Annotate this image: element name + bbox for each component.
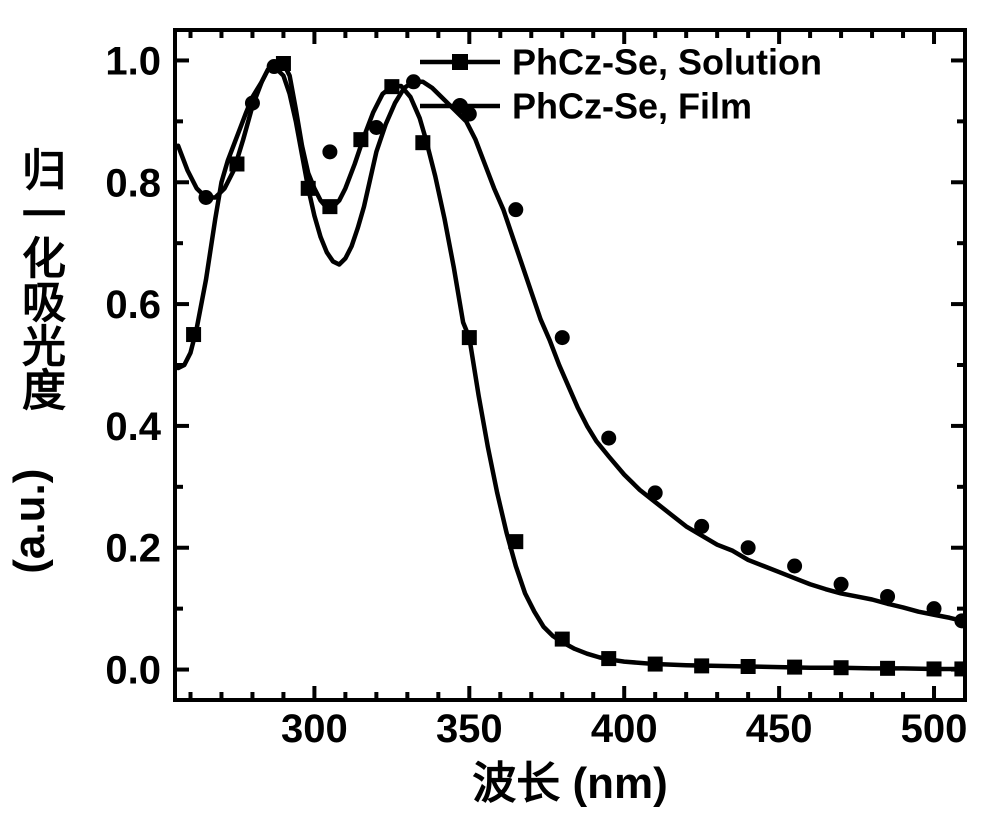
x-tick-label: 400 <box>591 707 658 751</box>
marker-circle <box>267 59 282 74</box>
svg-text:化: 化 <box>22 235 66 284</box>
marker-square <box>787 660 802 675</box>
marker-circle <box>927 601 942 616</box>
legend-marker-circle <box>452 98 468 114</box>
marker-circle <box>245 96 260 111</box>
marker-square <box>927 661 942 676</box>
marker-circle <box>834 577 849 592</box>
marker-circle <box>601 431 616 446</box>
marker-square <box>555 632 570 647</box>
y-tick-label: 1.0 <box>105 39 161 83</box>
marker-square <box>353 132 368 147</box>
marker-square <box>384 79 399 94</box>
chart-container: 300 350 400 450 500 0.0 0.2 0.4 0.6 0.8 1.0 波长 (nm)… <box>0 0 1000 814</box>
svg-text:度: 度 <box>22 367 66 416</box>
y-tick-label: 0.8 <box>105 161 161 205</box>
svg-text:光: 光 <box>22 323 66 372</box>
marker-circle <box>406 74 421 89</box>
marker-square <box>415 135 430 150</box>
marker-square <box>741 659 756 674</box>
marker-square <box>694 658 709 673</box>
marker-circle <box>694 519 709 534</box>
marker-circle <box>741 540 756 555</box>
marker-square <box>186 327 201 342</box>
legend-label: PhCz-Se, Film <box>512 86 752 127</box>
marker-square <box>648 657 663 672</box>
marker-circle <box>555 330 570 345</box>
y-tick-label: 0.4 <box>105 405 161 449</box>
svg-text:(a.u.): (a.u.) <box>5 469 54 574</box>
chart-svg: 300 350 400 450 500 0.0 0.2 0.4 0.6 0.8 1.0 波长 (nm)… <box>0 0 1000 814</box>
y-tick-label: 0.2 <box>105 527 161 571</box>
marker-square <box>880 661 895 676</box>
marker-square <box>834 660 849 675</box>
x-tick-label: 300 <box>281 707 348 751</box>
legend-marker-square <box>452 54 468 70</box>
marker-circle <box>508 202 523 217</box>
x-tick-label: 450 <box>746 707 813 751</box>
marker-square <box>462 330 477 345</box>
svg-text:吸: 吸 <box>22 279 66 328</box>
x-axis-label: 波长 (nm) <box>472 759 668 808</box>
marker-square <box>508 534 523 549</box>
marker-square <box>601 651 616 666</box>
marker-square <box>322 199 337 214</box>
marker-circle <box>648 485 663 500</box>
marker-circle <box>322 144 337 159</box>
svg-text:归: 归 <box>22 147 66 196</box>
y-tick-label: 0.0 <box>105 649 161 693</box>
x-tick-label: 350 <box>436 707 503 751</box>
marker-circle <box>787 559 802 574</box>
marker-circle <box>880 589 895 604</box>
legend-label: PhCz-Se, Solution <box>512 42 822 83</box>
y-tick-label: 0.6 <box>105 283 161 327</box>
marker-circle <box>198 190 213 205</box>
x-tick-label: 500 <box>901 707 968 751</box>
svg-text:一: 一 <box>22 191 66 240</box>
marker-circle <box>369 120 384 135</box>
